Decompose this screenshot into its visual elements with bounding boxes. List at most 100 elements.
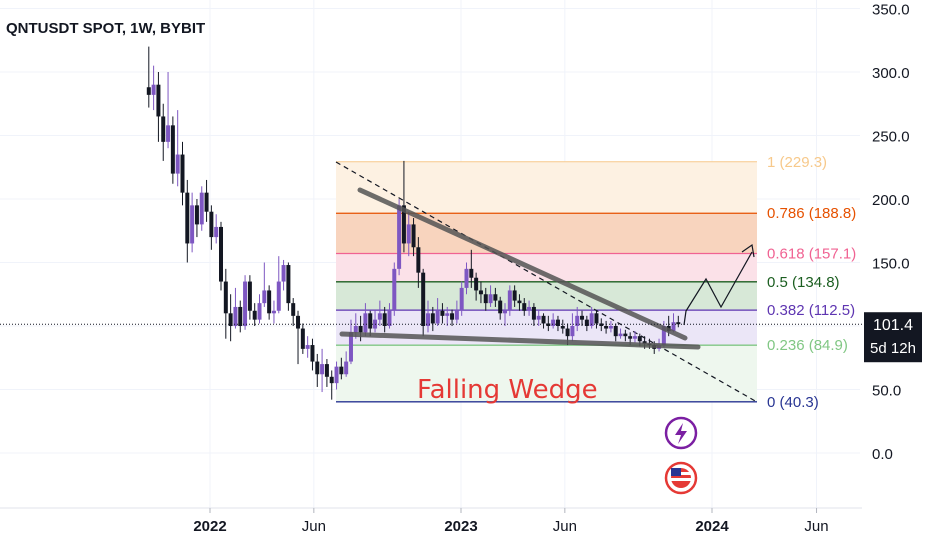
fib-level-label: 0.5 (134.8): [767, 274, 840, 291]
fib-level-label: 1 (229.3): [767, 154, 827, 171]
x-tick-label: Jun: [553, 518, 577, 535]
candle-body: [406, 224, 411, 244]
candle-body: [363, 313, 368, 333]
candle-body: [474, 277, 479, 291]
x-tick-label: 2022: [193, 518, 226, 535]
fibonacci-retracement: 1 (229.3) 0.786 (188.8) 0.618 (157.1) 0.5 (…: [336, 154, 856, 411]
candle-body: [478, 290, 483, 295]
fib-level-label: 0.618 (157.1): [767, 245, 856, 262]
fib-level-label: 0.786 (188.8): [767, 205, 856, 222]
candle-body: [671, 322, 676, 332]
flag-icon-stripe: [671, 478, 691, 481]
candle-body: [594, 313, 599, 324]
candle-body: [329, 376, 334, 384]
candle-body: [305, 345, 310, 349]
candle-body: [416, 247, 421, 273]
candle-body: [637, 336, 642, 342]
candle-body: [348, 332, 353, 362]
candle-body: [430, 313, 435, 324]
candle-body: [219, 226, 224, 282]
candle-body: [161, 116, 166, 142]
y-tick-label: 200.0: [872, 192, 910, 209]
candle-body: [382, 313, 387, 326]
candle-body: [300, 328, 305, 349]
candle-body: [628, 336, 633, 339]
candle-body: [387, 310, 392, 326]
candle-body: [199, 192, 204, 225]
candle-body: [541, 315, 546, 324]
candle-body: [560, 326, 565, 329]
candle-body: [180, 154, 185, 193]
candle-body: [281, 265, 286, 282]
candle-body: [507, 290, 512, 311]
candle-body: [368, 313, 373, 329]
candle-body: [531, 306, 536, 320]
candle-body: [257, 303, 262, 320]
candle-body: [483, 294, 488, 304]
x-tick-label: 2023: [444, 518, 477, 535]
candle-body: [488, 294, 493, 304]
candle-body: [252, 310, 257, 320]
y-tick-label: 0.0: [872, 446, 893, 463]
candle-body: [632, 336, 637, 339]
fib-zone: [336, 161, 757, 214]
candle-body: [310, 345, 315, 362]
candle-body: [464, 268, 469, 288]
candle-body: [584, 319, 589, 326]
price-tag: 101.4 5d 12h: [864, 312, 922, 363]
fib-level-label: 0.236 (84.9): [767, 337, 848, 354]
fib-level-label: 0 (40.3): [767, 394, 819, 411]
candle-body: [570, 326, 575, 337]
candle-body: [503, 310, 508, 314]
lightning-icon-bolt: [675, 423, 687, 444]
chart-title: QNTUSDT SPOT, 1W, BYBIT: [6, 20, 206, 37]
candle-body: [286, 265, 291, 304]
candle-body: [454, 310, 459, 320]
candle-body: [247, 281, 252, 311]
candle-body: [527, 306, 532, 311]
flag-icon-canton: [671, 468, 681, 476]
candle-body: [435, 310, 440, 324]
candle-body: [320, 364, 325, 375]
candle-body: [580, 315, 585, 320]
candle-body: [608, 326, 613, 329]
candle-body: [411, 224, 416, 248]
candle-body: [397, 205, 402, 269]
candle-body: [194, 205, 199, 225]
candle-body: [276, 281, 281, 311]
candle-body: [170, 125, 175, 174]
falling-wedge-label: Falling Wedge: [417, 375, 598, 405]
candle-body: [522, 303, 527, 311]
candle-body: [166, 125, 171, 142]
candle-body: [445, 313, 450, 316]
candle-body: [623, 333, 628, 337]
fib-zone: [336, 213, 757, 254]
price-tag-countdown: 5d 12h: [870, 340, 916, 357]
candle-body: [425, 313, 430, 326]
candle-body: [185, 192, 190, 244]
candle-body: [146, 87, 151, 95]
candle-body: [469, 268, 474, 278]
candle-body: [575, 315, 580, 326]
candle-body: [536, 315, 541, 320]
candle-body: [353, 326, 358, 333]
candle-body: [291, 303, 296, 316]
y-tick-label: 150.0: [872, 256, 910, 273]
x-tick-label: Jun: [302, 518, 326, 535]
candle-body: [401, 205, 406, 244]
candle-body: [209, 211, 214, 238]
candle-body: [339, 366, 344, 375]
candle-body: [642, 341, 647, 344]
candle-body: [324, 364, 329, 377]
us-flag-icon: [664, 461, 698, 495]
x-tick-label: 2024: [695, 518, 729, 535]
fib-zone: [336, 281, 757, 311]
candle-body: [604, 326, 609, 329]
candle-body: [450, 313, 455, 320]
candle-body: [238, 306, 243, 326]
candle-body: [421, 272, 426, 326]
candle-body: [676, 322, 681, 325]
